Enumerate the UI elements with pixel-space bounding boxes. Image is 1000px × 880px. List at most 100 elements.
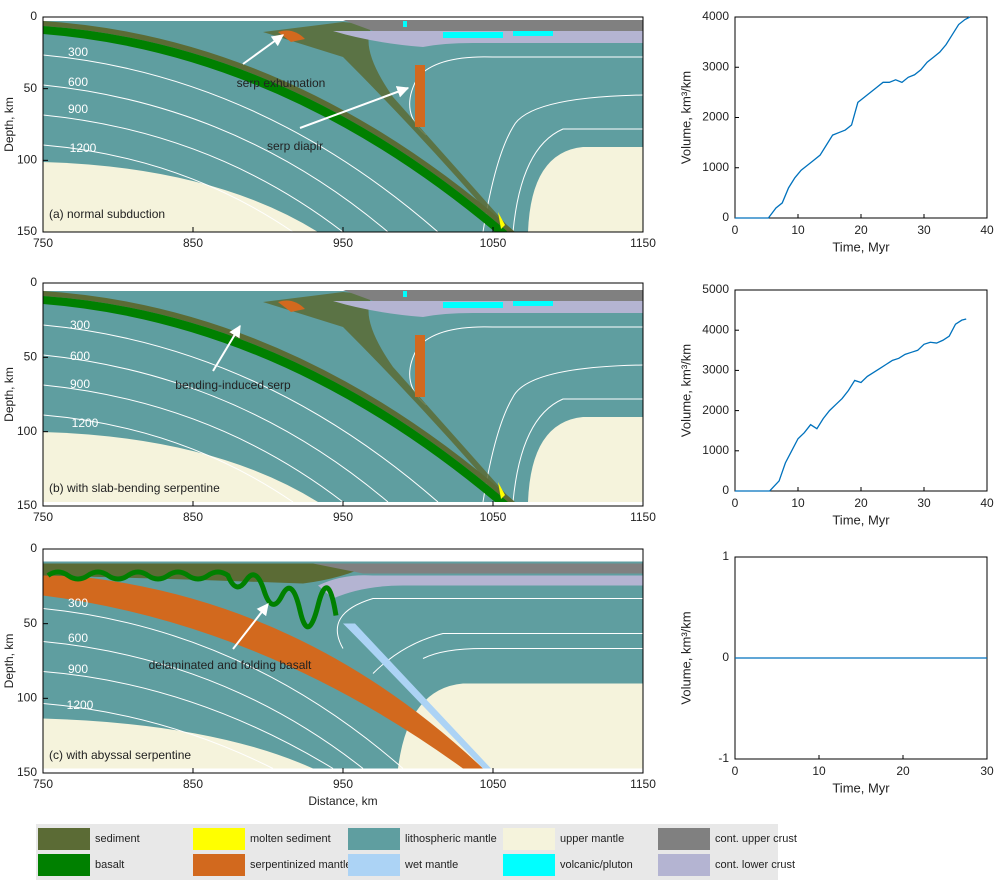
x-tick-label: 30 bbox=[917, 496, 931, 510]
y-axis-label: Depth, km bbox=[2, 367, 16, 422]
y-tick-label: 100 bbox=[17, 153, 37, 167]
legend-label: serpentinized mantle bbox=[250, 859, 352, 871]
y-tick-label: 3000 bbox=[702, 363, 729, 377]
isotherm-label: 300 bbox=[70, 318, 90, 332]
y-tick-label: 0 bbox=[722, 210, 729, 224]
x-tick-label: 20 bbox=[854, 496, 868, 510]
y-tick-label: 2000 bbox=[702, 110, 729, 124]
x-tick-label: 750 bbox=[33, 236, 53, 250]
isotherm-label: 1200 bbox=[67, 698, 94, 712]
x-tick-label: 1050 bbox=[480, 777, 507, 791]
y-axis-label: Volume, km³/km bbox=[678, 71, 693, 164]
legend-swatch bbox=[38, 854, 90, 876]
y-tick-label: 100 bbox=[17, 691, 37, 705]
legend-swatch bbox=[348, 828, 400, 850]
y-tick-label: 50 bbox=[24, 350, 38, 364]
isotherm-label: 600 bbox=[68, 631, 88, 645]
isotherm-label: 600 bbox=[68, 75, 88, 89]
annotation-arrow bbox=[299, 86, 410, 129]
isotherm-label: 600 bbox=[70, 349, 90, 363]
x-tick-label: 1150 bbox=[630, 510, 656, 524]
y-tick-label: -1 bbox=[718, 751, 729, 765]
legend-label: basalt bbox=[95, 859, 124, 871]
annotation: delaminated and folding basalt bbox=[149, 658, 312, 672]
x-tick-label: 750 bbox=[33, 777, 53, 791]
legend-label: molten sediment bbox=[250, 833, 331, 845]
annotation-arrow bbox=[242, 34, 284, 65]
x-tick-label: 0 bbox=[732, 764, 739, 778]
x-tick-label: 750 bbox=[33, 510, 53, 524]
x-tick-label: 0 bbox=[732, 223, 739, 237]
annotation: bending-induced serp bbox=[175, 378, 291, 392]
x-tick-label: 850 bbox=[183, 777, 203, 791]
x-tick-label: 10 bbox=[812, 764, 826, 778]
x-tick-label: 950 bbox=[333, 510, 353, 524]
y-tick-label: 1000 bbox=[702, 443, 729, 457]
legend-swatch bbox=[348, 854, 400, 876]
plot-frame bbox=[734, 16, 988, 219]
panel-label: (c) with abyssal serpentine bbox=[49, 748, 191, 762]
annotation-arrow bbox=[212, 324, 241, 372]
isotherm-label: 900 bbox=[68, 662, 88, 676]
model-snapshot bbox=[43, 17, 643, 232]
x-tick-label: 20 bbox=[854, 223, 868, 237]
legend-box bbox=[36, 824, 778, 880]
model-snapshot bbox=[43, 554, 643, 769]
y-tick-label: 4000 bbox=[702, 322, 729, 336]
y-axis-label: Volume, km³/km bbox=[678, 611, 693, 704]
y-axis-label: Depth, km bbox=[2, 634, 16, 689]
isotherm-label: 1200 bbox=[70, 141, 97, 155]
legend-swatch bbox=[503, 828, 555, 850]
legend-label: volcanic/pluton bbox=[560, 859, 633, 871]
y-tick-label: 0 bbox=[30, 275, 37, 289]
y-tick-label: 50 bbox=[24, 616, 38, 630]
panel-label: (a) normal subduction bbox=[49, 207, 165, 221]
plot-frame bbox=[734, 289, 988, 492]
y-tick-label: 0 bbox=[722, 650, 729, 664]
x-tick-label: 10 bbox=[791, 223, 805, 237]
isotherm-label: 300 bbox=[68, 596, 88, 610]
x-tick-label: 10 bbox=[791, 496, 805, 510]
isotherm-label: 900 bbox=[70, 377, 90, 391]
y-tick-label: 150 bbox=[17, 224, 37, 238]
legend-label: cont. lower crust bbox=[715, 859, 795, 871]
legend-swatch bbox=[193, 854, 245, 876]
y-axis-label: Volume, km³/km bbox=[678, 344, 693, 437]
annotation: serp exhumation bbox=[237, 76, 326, 90]
legend-swatch bbox=[658, 828, 710, 850]
x-axis-label: Time, Myr bbox=[832, 239, 890, 254]
x-tick-label: 30 bbox=[917, 223, 931, 237]
y-tick-label: 150 bbox=[17, 765, 37, 779]
isotherm-label: 1200 bbox=[72, 416, 99, 430]
x-tick-label: 950 bbox=[333, 236, 353, 250]
x-tick-label: 850 bbox=[183, 236, 203, 250]
x-tick-label: 1150 bbox=[630, 777, 656, 791]
isotherm-label: 900 bbox=[68, 102, 88, 116]
data-line bbox=[735, 16, 971, 219]
legend-swatch bbox=[193, 828, 245, 850]
panel-label: (b) with slab-bending serpentine bbox=[49, 481, 220, 495]
annotation-arrow bbox=[232, 603, 269, 650]
y-tick-label: 0 bbox=[30, 541, 37, 555]
x-axis-label: Time, Myr bbox=[832, 512, 890, 527]
x-axis-label: Distance, km bbox=[308, 794, 377, 808]
y-tick-label: 150 bbox=[17, 498, 37, 512]
x-tick-label: 1050 bbox=[480, 510, 507, 524]
y-tick-label: 100 bbox=[17, 424, 37, 438]
legend-swatch bbox=[658, 854, 710, 876]
legend-label: upper mantle bbox=[560, 833, 624, 845]
y-tick-label: 0 bbox=[722, 483, 729, 497]
y-tick-label: 3000 bbox=[702, 59, 729, 73]
y-tick-label: 5000 bbox=[702, 282, 729, 296]
legend-label: wet mantle bbox=[404, 859, 458, 871]
x-tick-label: 950 bbox=[333, 777, 353, 791]
y-tick-label: 0 bbox=[30, 9, 37, 23]
x-tick-label: 40 bbox=[980, 223, 994, 237]
x-axis-label: Time, Myr bbox=[832, 780, 890, 795]
y-tick-label: 50 bbox=[24, 81, 38, 95]
annotation: serp diapir bbox=[267, 139, 323, 153]
isotherm-label: 300 bbox=[68, 45, 88, 59]
legend-swatch bbox=[503, 854, 555, 876]
